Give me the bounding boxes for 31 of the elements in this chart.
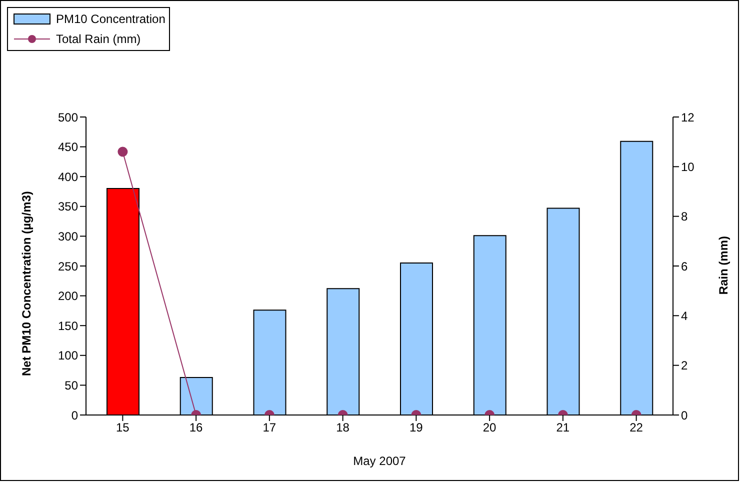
y-tick-label: 250 — [58, 259, 78, 274]
y-tick-label: 100 — [58, 348, 78, 363]
y2-tick-label: 6 — [681, 259, 688, 274]
x-tick-label: 21 — [556, 420, 570, 435]
x-tick-label: 15 — [116, 420, 130, 435]
x-tick-label: 16 — [189, 420, 204, 435]
y-tick-label: 300 — [58, 229, 78, 244]
x-tick-label: 18 — [336, 420, 350, 435]
y2-tick-label: 2 — [681, 358, 688, 373]
legend-label: PM10 Concentration — [56, 12, 166, 26]
y2-tick-label: 0 — [681, 408, 688, 422]
x-tick-label: 17 — [262, 420, 276, 435]
x-axis-title: May 2007 — [353, 454, 406, 468]
x-tick-label: 22 — [630, 420, 644, 435]
y2-axis-title: Rain (mm) — [716, 236, 730, 295]
y-tick-label: 400 — [58, 170, 78, 184]
y-tick-label: 350 — [58, 200, 78, 214]
y2-tick-label: 4 — [681, 308, 688, 323]
y-axis-title: Net PM10 Concentration (µg/m3) — [19, 191, 34, 376]
y-tick-label: 200 — [58, 289, 78, 304]
y-tick-label: 500 — [58, 110, 78, 124]
y-tick-label: 0 — [71, 408, 78, 422]
y2-tick-label: 8 — [681, 210, 688, 224]
x-tick-label: 19 — [410, 420, 424, 435]
y2-tick-label: 12 — [681, 110, 695, 124]
legend-label: Total Rain (mm) — [56, 32, 141, 46]
y-tick-label: 50 — [64, 378, 78, 392]
x-tick-label: 20 — [482, 420, 497, 435]
y2-tick-label: 10 — [681, 160, 695, 174]
y-tick-label: 450 — [58, 140, 78, 154]
y-tick-label: 150 — [58, 318, 78, 333]
